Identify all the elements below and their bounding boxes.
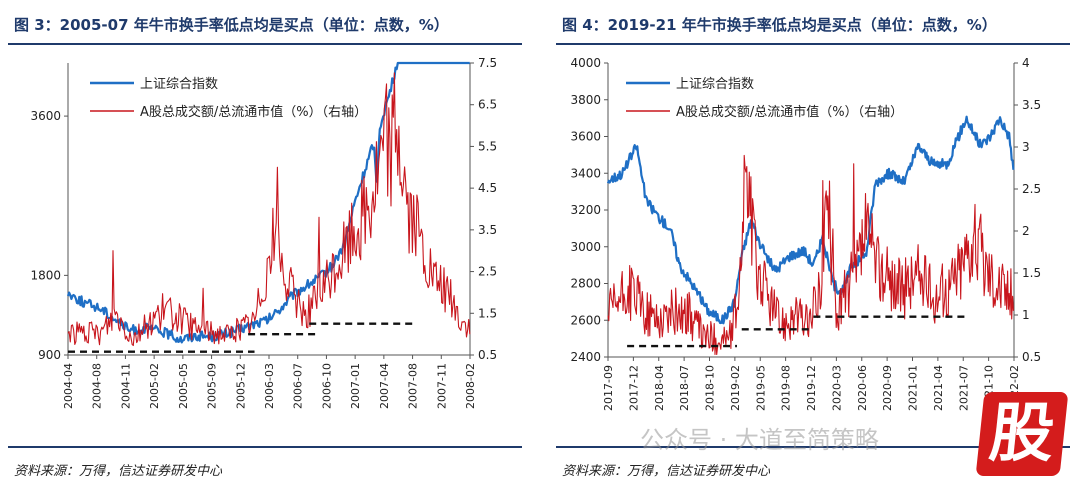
x-tick-label: 2021-07 [957, 365, 970, 411]
watermark-logo: 股 [975, 392, 1069, 476]
y-left-tick-label: 2800 [570, 277, 601, 291]
x-tick-label: 2017-12 [627, 365, 640, 411]
turnover-series-line [67, 72, 471, 347]
y-left-tick-label: 3600 [30, 109, 61, 123]
y-right-tick-label: 2.5 [478, 265, 497, 279]
y-left-tick-label: 900 [38, 348, 61, 362]
x-tick-label: 2005-12 [234, 363, 247, 409]
legend-label: 上证综合指数 [140, 77, 218, 92]
y-left-tick-label: 3200 [570, 203, 601, 217]
x-tick-label: 2004-04 [62, 363, 75, 409]
y-right-tick-label: 7.5 [478, 56, 497, 70]
title-rule-right [556, 43, 1070, 45]
x-tick-label: 2005-02 [148, 363, 161, 409]
x-tick-label: 2018-10 [704, 365, 717, 411]
x-tick-label: 2019-12 [805, 365, 818, 411]
x-tick-label: 2017-09 [602, 365, 615, 411]
y-left-tick-label: 3000 [570, 240, 601, 254]
x-tick-label: 2004-11 [119, 363, 132, 409]
y-right-tick-label: 5.5 [478, 139, 497, 153]
index-series-line [66, 61, 470, 344]
x-tick-label: 2007-08 [407, 363, 420, 409]
x-tick-label: 2021-01 [907, 365, 920, 411]
x-tick-label: 2004-08 [91, 363, 104, 409]
y-left-tick-label: 4000 [570, 56, 601, 70]
y-left-tick-label: 1800 [30, 268, 61, 282]
x-tick-label: 2006-10 [320, 363, 333, 409]
y-right-tick-label: 3.5 [478, 223, 497, 237]
y-right-tick-label: 1.5 [478, 306, 497, 320]
y-right-tick-label: 1.5 [1022, 266, 1041, 280]
y-right-tick-label: 2.5 [1022, 182, 1041, 196]
x-tick-label: 2019-05 [754, 365, 767, 411]
chart-title-left: 图 3：2005-07 年牛市换手率低点均是买点（单位：点数，%） [14, 16, 449, 34]
legend-label: A股总成交额/总流通市值（%）（右轴） [140, 104, 367, 120]
y-right-tick-label: 1 [1022, 308, 1030, 322]
x-tick-label: 2005-05 [177, 363, 190, 409]
watermark-text: 公众号 · 大道至简策略 [640, 426, 879, 454]
x-tick-label: 2006-07 [292, 363, 305, 409]
x-tick-label: 2021-04 [932, 365, 945, 411]
x-tick-label: 2007-11 [435, 363, 448, 409]
y-right-tick-label: 4.5 [478, 181, 497, 195]
y-right-tick-label: 3.5 [1022, 98, 1041, 112]
source-note-left: 资料来源：万得，信达证券研发中心 [14, 464, 223, 479]
y-right-tick-label: 0.5 [478, 348, 497, 362]
y-right-tick-label: 0.5 [1022, 350, 1041, 364]
source-rule-left [8, 446, 522, 448]
index-series-line [606, 115, 1015, 325]
x-tick-label: 2020-03 [830, 365, 843, 411]
x-tick-label: 2019-02 [729, 365, 742, 411]
x-tick-label: 2007-04 [378, 363, 391, 409]
x-tick-label: 2008-02 [464, 363, 477, 409]
y-right-tick-label: 3 [1022, 140, 1030, 154]
y-left-tick-label: 2400 [570, 350, 601, 364]
x-tick-label: 2018-07 [678, 365, 691, 411]
x-tick-label: 2018-04 [653, 365, 666, 411]
x-tick-label: 2019-08 [780, 365, 793, 411]
x-tick-label: 2020-06 [856, 365, 869, 411]
y-right-tick-label: 2 [1022, 224, 1030, 238]
y-left-tick-label: 3800 [570, 93, 601, 107]
y-left-tick-label: 3400 [570, 166, 601, 180]
chart-panel-right: 图 4：2019-21 年牛市换手率低点均是买点（单位：点数，%） 2400 26… [548, 0, 1078, 491]
x-tick-label: 2007-01 [349, 363, 362, 409]
x-tick-label: 2006-03 [263, 363, 276, 409]
chart-panel-left: 图 3：2005-07 年牛市换手率低点均是买点（单位：点数，%） 900 180… [0, 0, 530, 491]
chart-left: 900 1800 3600 0.5 1.5 2.5 3.5 4.5 5.5 6.5 7.5 2004-… [30, 56, 497, 409]
y-right-tick-label: 4 [1022, 56, 1030, 70]
y-left-tick-label: 2600 [570, 313, 601, 327]
y-left-tick-label: 3600 [570, 130, 601, 144]
x-tick-label: 2005-09 [206, 363, 219, 409]
source-rule-right [556, 446, 1070, 448]
chart-title-right: 图 4：2019-21 年牛市换手率低点均是买点（单位：点数，%） [562, 16, 997, 34]
legend-label: 上证综合指数 [676, 77, 754, 92]
y-right-tick-label: 6.5 [478, 98, 497, 112]
source-note-right: 资料来源：万得，信达证券研发中心 [562, 464, 771, 479]
chart-right: 2400 2600 2800 3000 3200 3400 3600 3800 4000 0.5 1… [570, 56, 1041, 411]
title-rule-left [8, 43, 522, 45]
legend-label: A股总成交额/总流通市值（%）（右轴） [676, 104, 903, 120]
x-tick-label: 2020-09 [881, 365, 894, 411]
turnover-series-line [607, 154, 1014, 356]
